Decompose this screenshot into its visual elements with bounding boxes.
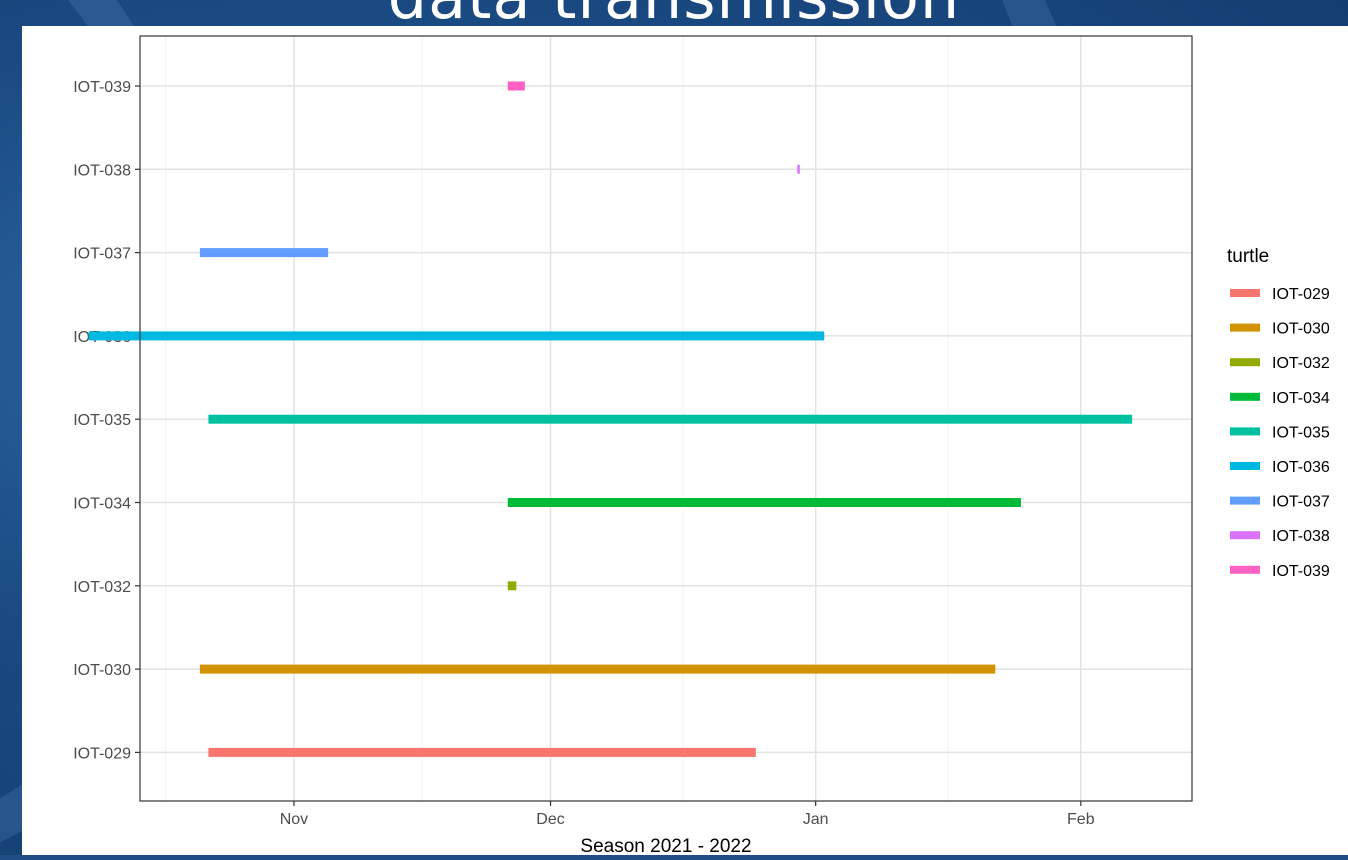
legend-label: IOT-029 bbox=[1272, 286, 1330, 303]
y-tick-label: IOT-035 bbox=[73, 412, 131, 429]
x-tick-label: Feb bbox=[1067, 811, 1095, 828]
y-tick-label: IOT-034 bbox=[73, 496, 131, 513]
legend-title: turtle bbox=[1227, 246, 1269, 267]
gantt-chart: Nov Dec Jan Feb IOT-029 IOT-030 IOT-032 IOT-034… bbox=[73, 35, 1330, 857]
bar-iot-038 bbox=[797, 164, 800, 174]
legend-label: IOT-032 bbox=[1272, 355, 1330, 372]
legend-label: IOT-038 bbox=[1272, 528, 1330, 545]
y-tick-label: IOT-039 bbox=[73, 79, 131, 96]
bar-iot-039 bbox=[507, 81, 525, 91]
slide-title: data transmission bbox=[0, 0, 1348, 28]
legend-key-iot-037 bbox=[1230, 496, 1260, 505]
x-axis-title: Season 2021 - 2022 bbox=[580, 836, 751, 855]
plot-border bbox=[139, 35, 1193, 802]
bar-iot-034 bbox=[507, 498, 1021, 507]
legend-key-iot-034 bbox=[1230, 392, 1260, 401]
legend-key-iot-039 bbox=[1230, 565, 1260, 574]
bar-iot-030 bbox=[199, 664, 996, 674]
legend-label: IOT-034 bbox=[1272, 390, 1330, 407]
legend-key-iot-038 bbox=[1230, 531, 1260, 540]
legend-label: IOT-039 bbox=[1272, 563, 1330, 580]
chart-panel: Nov Dec Jan Feb IOT-029 IOT-030 IOT-032 IOT-034… bbox=[22, 26, 1348, 857]
bar-iot-036 bbox=[88, 331, 825, 341]
y-tick-label: IOT-032 bbox=[73, 579, 131, 596]
legend-label: IOT-036 bbox=[1272, 459, 1330, 476]
legend-label: IOT-035 bbox=[1272, 424, 1330, 441]
legend-label: IOT-037 bbox=[1272, 494, 1330, 511]
bar-iot-029 bbox=[208, 747, 756, 757]
legend-key-iot-036 bbox=[1230, 462, 1260, 470]
x-tick-label: Jan bbox=[803, 811, 829, 828]
legend-key-iot-032 bbox=[1230, 358, 1260, 367]
y-tick-label: IOT-038 bbox=[73, 162, 131, 179]
x-tick-label: Dec bbox=[536, 811, 564, 828]
bar-iot-035 bbox=[208, 414, 1133, 424]
legend-key-iot-030 bbox=[1230, 323, 1260, 332]
x-tick-label: Nov bbox=[280, 811, 308, 828]
bar-iot-037 bbox=[199, 248, 329, 258]
y-tick-label: IOT-029 bbox=[73, 745, 131, 762]
bar-iot-032 bbox=[507, 581, 517, 591]
legend-key-iot-035 bbox=[1230, 427, 1260, 436]
legend-label: IOT-030 bbox=[1272, 321, 1330, 338]
legend-key-iot-029 bbox=[1230, 289, 1260, 297]
y-tick-label: IOT-037 bbox=[73, 246, 131, 263]
y-tick-label: IOT-030 bbox=[73, 662, 131, 679]
